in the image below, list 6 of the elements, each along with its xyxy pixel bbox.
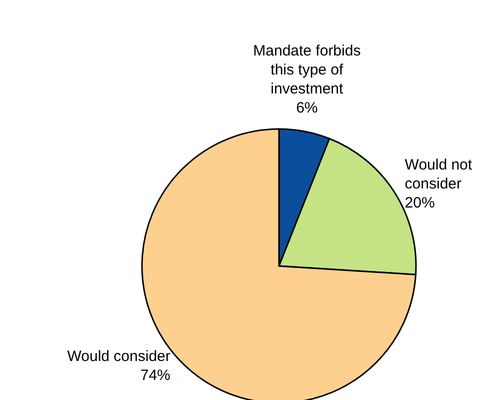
data-label: 20%	[404, 194, 435, 212]
slice-label: Would not consider	[404, 156, 473, 193]
data-label: 6%	[296, 100, 318, 117]
slice-label: Mandate forbids this type of investment	[253, 42, 361, 98]
slice-label: Would consider	[67, 348, 170, 365]
data-label: 74%	[140, 367, 170, 384]
